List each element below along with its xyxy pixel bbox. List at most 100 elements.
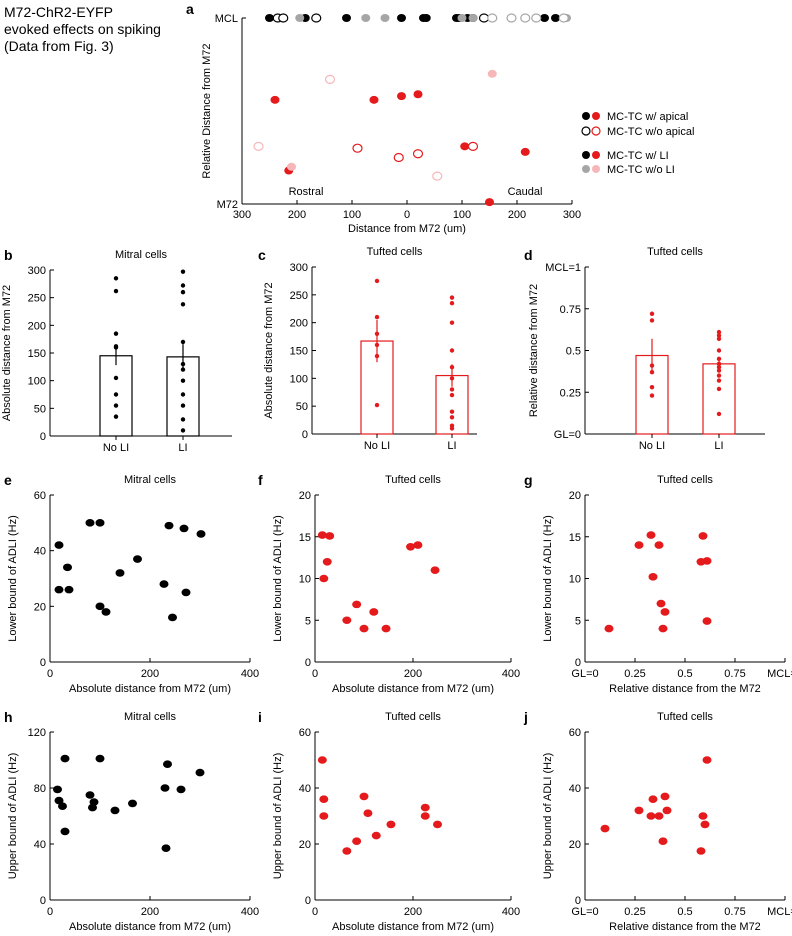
legend-marker	[592, 151, 600, 159]
y-tick-label: 0	[40, 431, 46, 443]
y-tick-label: 20	[569, 490, 581, 502]
data-point	[196, 530, 206, 538]
data-point	[600, 824, 610, 833]
panel-label: j	[523, 709, 528, 725]
data-point	[457, 14, 467, 22]
data-point	[449, 387, 455, 392]
data-point	[660, 792, 670, 801]
data-point	[449, 295, 455, 300]
x-tick-label: 200	[288, 209, 306, 221]
y-tick-label: 0	[305, 657, 311, 669]
panel-title: Mitral cells	[115, 249, 167, 261]
y-tick-label: 5	[575, 615, 581, 627]
data-point	[421, 14, 431, 22]
data-point	[133, 555, 142, 563]
panel-g: g Tufted cells 0 5 10 15 20 GL=0 0.25 0.5 0.75 MCL=…	[524, 472, 792, 695]
data-point	[359, 624, 369, 633]
data-point	[551, 14, 560, 22]
y-tick-label: 150	[290, 346, 308, 358]
x-tick-label: 0.75	[724, 906, 745, 918]
y-axis-label: Lower bound of ADLI (Hz)	[7, 515, 19, 642]
y-tick-label: 40	[569, 783, 581, 795]
data-point	[63, 563, 72, 572]
data-point	[432, 171, 443, 181]
panel-title: Tufted cells	[657, 474, 713, 486]
data-point	[380, 14, 390, 22]
data-point	[646, 812, 656, 820]
data-point	[449, 392, 455, 398]
y-tick-label: 60	[569, 727, 581, 739]
data-point	[58, 802, 67, 810]
y-tick-label: 40	[34, 546, 46, 558]
data-point	[430, 566, 440, 574]
data-point	[363, 809, 373, 817]
y-axis-label: Relative Distance from M72	[201, 43, 213, 178]
y-tick-label: 80	[34, 783, 46, 795]
data-point	[397, 14, 406, 22]
data-point	[53, 785, 62, 794]
data-point	[195, 768, 205, 777]
data-point	[460, 142, 470, 151]
panel-h: h Mitral cells 0 40 80 120 0 200 400 Absolute dis…	[4, 709, 259, 933]
y-tick-label: 5	[305, 615, 311, 627]
panel-label: f	[258, 472, 263, 488]
data-point	[413, 90, 423, 99]
y-tick-label: 150	[28, 348, 46, 360]
data-point	[649, 318, 655, 323]
data-point	[487, 69, 497, 78]
data-point	[540, 14, 549, 22]
data-point	[180, 428, 186, 433]
data-point	[646, 531, 656, 539]
data-point	[180, 361, 186, 367]
data-point	[660, 608, 670, 616]
x-axis-label: Absolute distance from M72 (um)	[69, 683, 231, 695]
data-point	[342, 847, 352, 855]
data-point	[449, 376, 455, 381]
x-tick-label: LI	[714, 440, 723, 452]
panel-e: e Mitral cells 0 20 40 60 0 200 400 Absolute dist…	[4, 472, 259, 695]
data-point	[702, 617, 712, 625]
annotation-rostral: Rostral	[289, 186, 324, 198]
data-point	[311, 13, 322, 23]
data-point	[369, 95, 379, 104]
x-tick-label: 200	[508, 209, 526, 221]
data-point	[649, 385, 655, 390]
x-tick-label: 400	[502, 668, 520, 680]
legend-label: MC-TC w/o LI	[607, 164, 675, 176]
data-point	[181, 588, 191, 597]
data-point	[716, 365, 722, 370]
data-point	[520, 13, 531, 23]
panel-label: g	[524, 472, 533, 488]
data-point	[449, 348, 455, 353]
panel-title: Mitral cells	[124, 474, 176, 486]
data-point	[654, 541, 664, 549]
panel-label: b	[4, 247, 13, 263]
data-point	[412, 149, 424, 159]
data-point	[359, 792, 369, 801]
data-point	[319, 795, 329, 803]
panel-label: d	[524, 247, 533, 263]
legend-label: MC-TC w/ apical	[607, 111, 688, 123]
data-point	[371, 831, 381, 840]
y-tick-label: 50	[296, 401, 308, 413]
data-point	[558, 13, 569, 23]
x-axis-label: Relative distance from the M72	[609, 921, 761, 933]
data-point	[317, 531, 327, 539]
x-axis-label: Absolute distance from M72 (um)	[332, 921, 494, 933]
y-tick-label: MCL=1	[545, 262, 581, 274]
annotation-caudal: Caudal	[508, 186, 543, 198]
x-tick-label: GL=0	[571, 668, 598, 680]
data-point	[317, 756, 327, 764]
data-point	[180, 339, 186, 345]
x-tick-label: 0.5	[677, 906, 692, 918]
x-tick-label: 0	[47, 906, 53, 918]
x-tick-label: No LI	[639, 440, 665, 452]
panel-c: c Tufted cells 0 50 100 150 200 250 300 Absolute …	[258, 246, 477, 452]
data-point	[716, 361, 722, 367]
panel-b: b Mitral cells 0 50 100 150 200 250 300 Absolute …	[1, 247, 232, 454]
y-tick-label: 0	[575, 895, 581, 907]
data-point	[449, 320, 455, 325]
y-tick-label: 10	[569, 574, 581, 586]
data-point	[696, 847, 706, 855]
data-point	[325, 532, 335, 540]
